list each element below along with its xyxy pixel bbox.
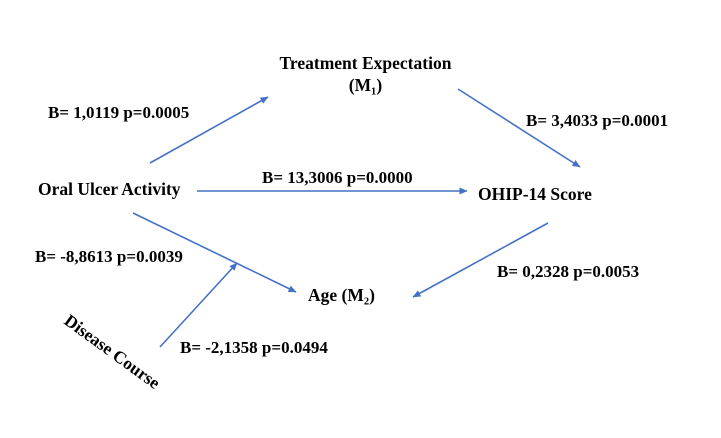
arrow-oua-to-age [132,212,297,293]
arrow-treatment-expectation-to-ohip14 [457,88,581,168]
arrow-oua-to-treatment-expectation [149,96,269,164]
node-oral-ulcer-activity: Oral Ulcer Activity [38,179,181,199]
arrow-ohip14-to-age [412,222,549,298]
path-label-ohip14-to-age: B= 0,2328 p=0.0053 [497,262,640,281]
node-age: Age (M₂) [308,285,375,305]
path-label-disease-course-moderation: B= -2,1358 p=0.0494 [180,338,328,357]
node-treatment-expectation-sublabel: (M₁) [348,74,383,95]
path-label-oua-to-ohip14: B= 13,3006 p=0.0000 [262,168,413,187]
arrow-disease-course-moderation [159,262,238,348]
path-label-treatment-expectation-to-ohip14: B= 3,4033 p=0.0001 [526,111,669,130]
node-treatment-expectation: Treatment Expectation (M₁) [248,53,483,97]
path-label-oua-to-treatment-expectation: B= 1,0119 p=0.0005 [48,103,190,122]
node-ohip14-score: OHIP-14 Score [478,184,592,204]
node-treatment-expectation-label: Treatment Expectation [279,53,452,73]
path-label-oua-to-age: B= -8,8613 p=0.0039 [35,247,183,266]
